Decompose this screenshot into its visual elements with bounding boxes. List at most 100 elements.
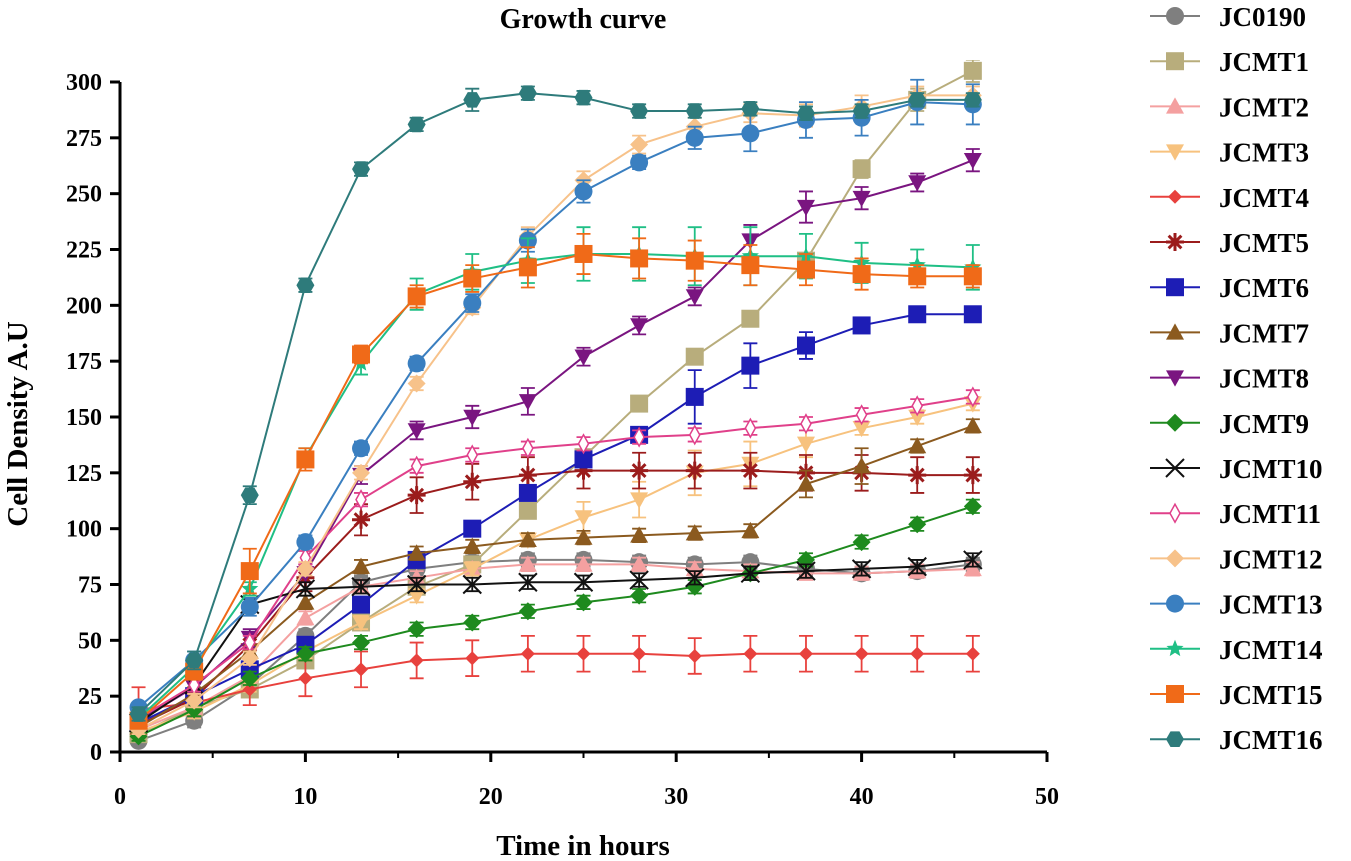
data-point — [685, 128, 704, 147]
legend-marker — [1166, 731, 1184, 747]
data-point — [574, 461, 593, 480]
data-point — [796, 199, 815, 217]
legend: JC0190 JCMT1 JCMT2 JCMT3 JCMT4 JCMT5 JCMT6 JCMT… — [1150, 2, 1323, 755]
data-point — [908, 409, 927, 426]
legend-marker — [1166, 7, 1184, 25]
data-point — [744, 417, 757, 439]
data-point — [296, 450, 315, 469]
series-line — [138, 652, 973, 711]
data-point — [796, 436, 815, 453]
data-point — [574, 349, 593, 366]
data-point — [688, 424, 701, 446]
chart-title: Growth curve — [500, 4, 667, 35]
data-point — [574, 555, 593, 572]
x-tick-label: 20 — [479, 784, 503, 810]
legend-item-jcmt9: JCMT9 — [1150, 409, 1309, 439]
data-point — [685, 568, 705, 588]
legend-marker — [1166, 97, 1184, 114]
data-point — [573, 572, 594, 592]
data-point — [352, 161, 371, 177]
y-axis-label: Cell Density A.U — [2, 321, 34, 526]
legend-marker — [1166, 52, 1184, 71]
data-point — [963, 152, 982, 170]
data-point — [741, 309, 760, 328]
data-point — [518, 572, 538, 592]
legend-marker — [1166, 323, 1184, 340]
data-point — [796, 336, 815, 355]
data-point — [908, 466, 927, 485]
data-point — [518, 555, 537, 572]
data-point — [855, 404, 868, 426]
data-point — [518, 501, 537, 520]
data-point — [907, 556, 927, 577]
data-point — [407, 354, 426, 373]
legend-marker — [1166, 594, 1184, 613]
data-point — [630, 586, 649, 605]
data-point — [630, 249, 649, 268]
data-point — [630, 135, 649, 154]
data-point — [296, 277, 315, 294]
legend-label: JCMT10 — [1219, 454, 1323, 484]
data-point — [743, 646, 758, 661]
series-line — [138, 159, 974, 722]
legend-item-jcmt12: JCMT12 — [1150, 544, 1323, 574]
series-line — [138, 563, 973, 731]
data-point — [963, 416, 982, 434]
series-line — [137, 101, 973, 709]
data-point — [462, 574, 482, 595]
data-point — [908, 267, 927, 286]
data-point — [518, 85, 537, 101]
data-point — [407, 544, 426, 561]
data-point — [854, 646, 869, 661]
data-point — [407, 374, 426, 393]
data-point — [240, 487, 259, 503]
data-point — [354, 662, 369, 677]
data-point — [465, 651, 480, 666]
data-point — [852, 190, 871, 208]
data-point — [522, 437, 534, 459]
data-point — [185, 691, 204, 710]
data-point — [910, 646, 925, 661]
data-point — [240, 649, 259, 668]
data-point — [963, 61, 982, 80]
data-point — [685, 251, 704, 270]
data-point — [355, 489, 367, 511]
data-point — [908, 305, 927, 324]
data-point — [630, 555, 649, 572]
series-line — [137, 252, 973, 720]
series-line — [138, 505, 974, 738]
legend-marker — [1166, 685, 1184, 703]
data-point — [463, 537, 482, 554]
data-point — [685, 289, 704, 306]
data-point — [463, 409, 482, 426]
data-point — [630, 492, 649, 509]
data-point — [740, 563, 761, 584]
x-tick-label: 50 — [1035, 784, 1059, 810]
data-point — [630, 461, 649, 480]
data-point — [852, 533, 871, 552]
data-point — [796, 475, 815, 492]
legend-item-jcmt4: JCMT4 — [1150, 183, 1309, 213]
legend-label: JCMT8 — [1219, 364, 1309, 394]
data-point — [406, 574, 427, 595]
data-point — [574, 244, 593, 263]
series-line — [138, 402, 974, 733]
data-point — [741, 256, 760, 275]
y-tick-label: 75 — [78, 573, 102, 599]
data-point — [463, 472, 482, 491]
legend-label: JCMT4 — [1219, 183, 1309, 213]
data-point — [352, 439, 371, 458]
series-line — [138, 395, 973, 720]
data-point — [296, 533, 315, 552]
data-point — [796, 561, 816, 581]
legend-label: JCMT1 — [1219, 47, 1309, 77]
data-point — [574, 510, 593, 527]
legend-item-jcmt15: JCMT15 — [1150, 680, 1323, 710]
data-point — [518, 530, 537, 548]
data-point — [296, 644, 315, 663]
data-point — [851, 559, 872, 579]
axes: 0 10 20 30 40 50 0 25 50 75 100 125 150 175 200 225 250 2… — [66, 70, 1059, 810]
data-point — [185, 652, 204, 669]
data-point — [966, 386, 979, 408]
data-point — [852, 457, 871, 474]
